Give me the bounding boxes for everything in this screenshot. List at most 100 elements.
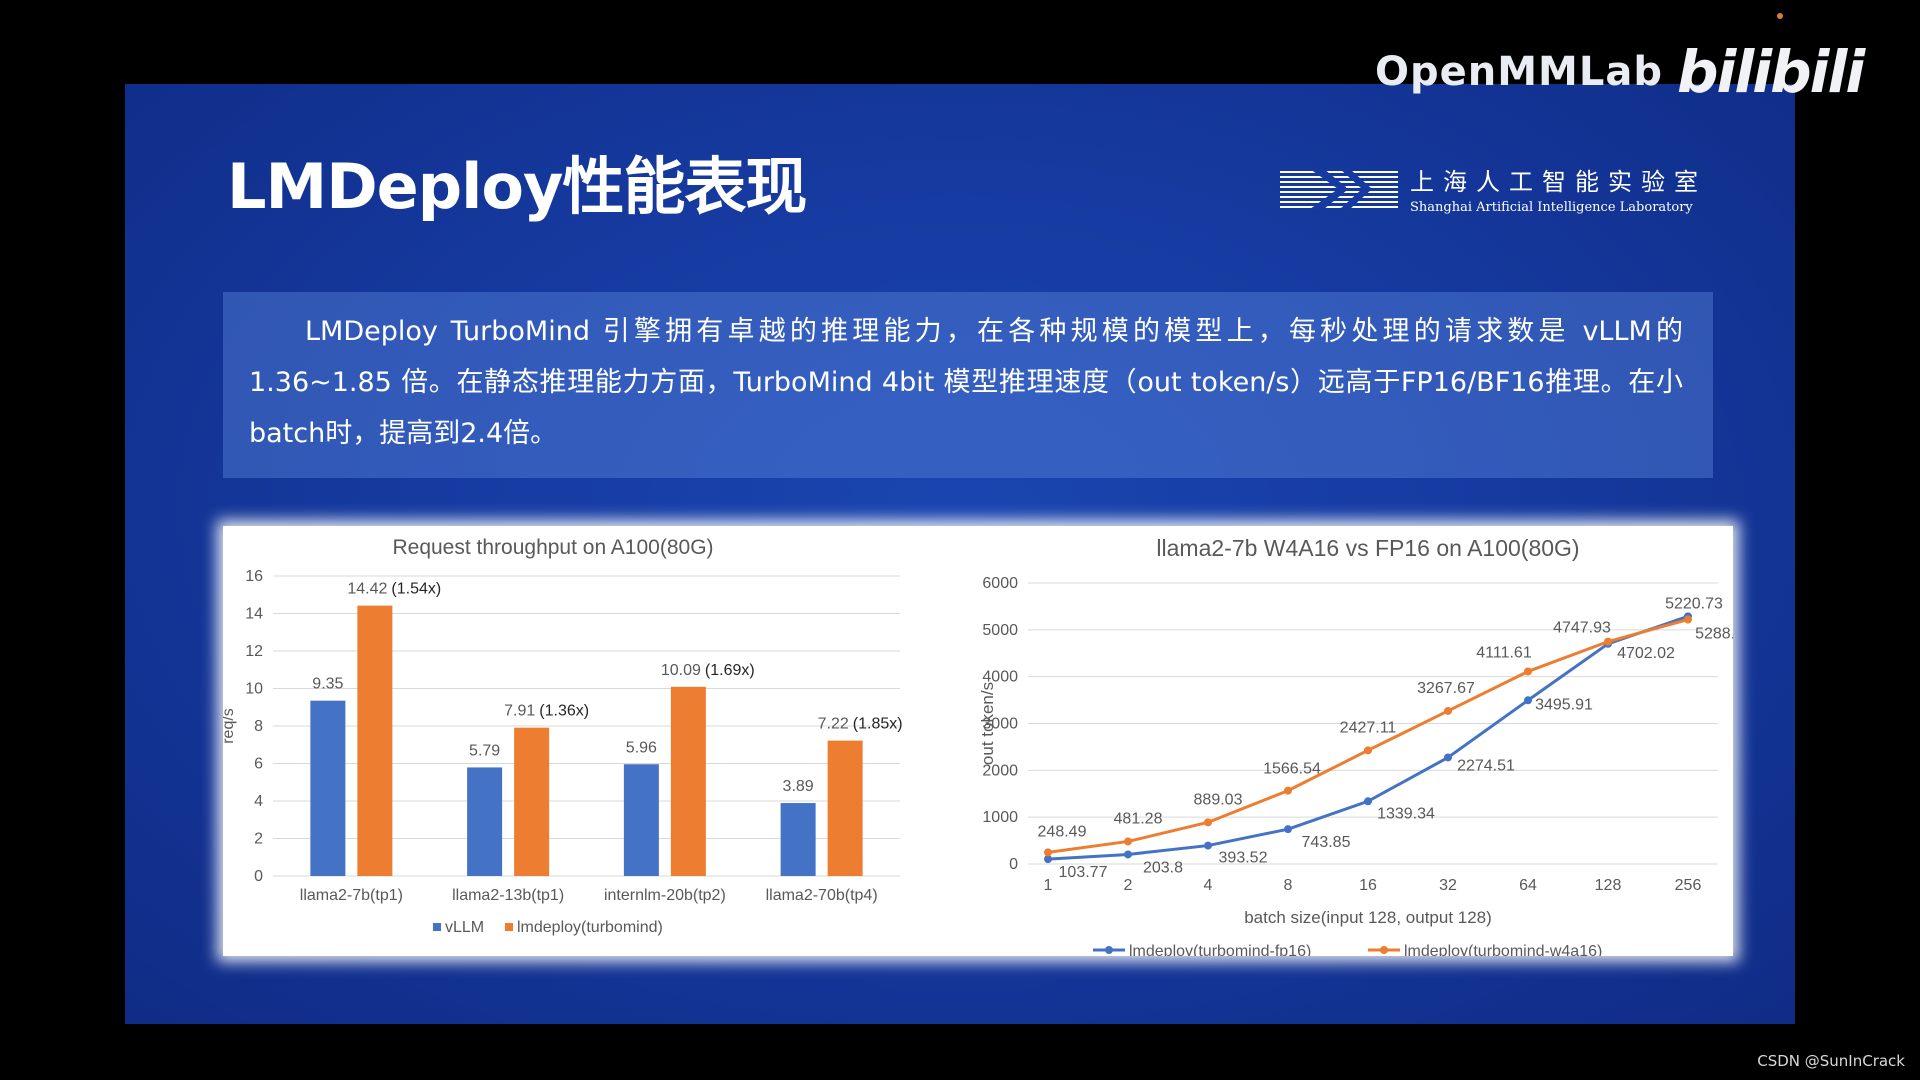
line-x-tick-label: 256 bbox=[1675, 877, 1702, 894]
line-chart-title: llama2-7b W4A16 vs FP16 on A100(80G) bbox=[1156, 535, 1579, 561]
bar-vllm bbox=[780, 803, 816, 876]
line-legend-marker bbox=[1380, 946, 1388, 954]
throughput-bar-chart: Request throughput on A100(80G) 0 2 4 6 8 10 12… bbox=[223, 536, 903, 936]
line-x-axis-label: batch size(input 128, output 128) bbox=[1244, 908, 1492, 927]
bar-data-label: 7.91 (1.36x) bbox=[504, 703, 589, 720]
recording-dot bbox=[1777, 13, 1783, 19]
bar-y-tick-label: 12 bbox=[245, 643, 263, 660]
bar-lmdeploy bbox=[670, 686, 706, 876]
speedup-label: (1.69x) bbox=[705, 662, 755, 679]
shanghai-ai-lab-logo-icon bbox=[1280, 168, 1398, 209]
line-y-tick-label: 6000 bbox=[982, 575, 1018, 592]
line-data-label: 2274.51 bbox=[1457, 757, 1515, 774]
bar-y-tick-label: 16 bbox=[245, 568, 263, 585]
bar-data-label: 5.96 bbox=[626, 739, 657, 756]
bilibili-logo-icon: bilibili bbox=[1676, 38, 1865, 106]
line-y-axis-label: out token/s bbox=[978, 682, 997, 765]
bar-vllm bbox=[310, 700, 346, 876]
bar-data-label: 9.35 bbox=[312, 676, 343, 693]
line-legend-label: lmdeploy(turbomind-fp16) bbox=[1129, 943, 1311, 956]
w4a16-point bbox=[1204, 818, 1212, 827]
fp16-point bbox=[1044, 855, 1052, 864]
line-legend-label: lmdeploy(turbomind-w4a16) bbox=[1404, 943, 1602, 956]
line-y-tick-label: 2000 bbox=[982, 762, 1018, 779]
w4a16-point bbox=[1364, 746, 1372, 755]
bar-legend-label: lmdeploy(turbomind) bbox=[517, 919, 663, 936]
line-data-label: 743.85 bbox=[1302, 834, 1351, 851]
fp16-point bbox=[1524, 696, 1532, 705]
slide-title: LMDeploy性能表现 bbox=[227, 150, 807, 223]
line-data-label: 3495.91 bbox=[1535, 696, 1593, 713]
bar-lmdeploy bbox=[514, 727, 550, 876]
charts-panel: Request throughput on A100(80G) 0 2 4 6 8 10 12… bbox=[223, 526, 1733, 956]
w4a16-point bbox=[1524, 667, 1532, 676]
bar-x-tick-label: llama2-70b(tp4) bbox=[766, 887, 878, 904]
lab-name-en: Shanghai Artificial Intelligence Laborat… bbox=[1410, 200, 1693, 215]
line-x-tick-label: 128 bbox=[1595, 877, 1622, 894]
bar-data-label: 5.79 bbox=[469, 742, 500, 759]
bar-legend-label: vLLM bbox=[445, 919, 484, 936]
w4a16-point bbox=[1044, 848, 1052, 857]
line-data-label: 5220.73 bbox=[1665, 595, 1723, 612]
bar-vllm bbox=[467, 767, 503, 876]
description-box: LMDeploy TurboMind 引擎拥有卓越的推理能力，在各种规模的模型上… bbox=[223, 292, 1713, 478]
line-x-tick-label: 16 bbox=[1359, 877, 1377, 894]
w4a16-point bbox=[1284, 786, 1292, 795]
line-data-label: 4111.61 bbox=[1476, 644, 1532, 661]
line-data-label: 203.8 bbox=[1143, 859, 1183, 876]
bar-y-tick-label: 14 bbox=[245, 606, 263, 623]
bar-x-tick-label: internlm-20b(tp2) bbox=[604, 887, 726, 904]
fp16-point bbox=[1284, 825, 1292, 834]
w4a16-point bbox=[1684, 615, 1692, 624]
bar-chart-title: Request throughput on A100(80G) bbox=[392, 536, 713, 559]
bar-y-tick-label: 2 bbox=[254, 831, 263, 848]
line-y-tick-label: 4000 bbox=[982, 669, 1018, 686]
fp16-point bbox=[1444, 753, 1452, 762]
line-x-tick-label: 2 bbox=[1124, 877, 1133, 894]
line-legend-marker bbox=[1105, 946, 1113, 954]
brand-name: OpenMMLab bbox=[1375, 49, 1663, 95]
speedup-label: (1.36x) bbox=[539, 703, 589, 720]
line-data-label: 2427.11 bbox=[1340, 719, 1397, 736]
bar-data-label: 14.42 (1.54x) bbox=[347, 581, 441, 598]
w4a16-point bbox=[1444, 706, 1452, 715]
bar-y-tick-label: 0 bbox=[254, 868, 263, 885]
w4a16-line-chart: llama2-7b W4A16 vs FP16 on A100(80G) 0 100… bbox=[978, 535, 1733, 956]
bar-data-label: 10.09 (1.69x) bbox=[661, 662, 755, 679]
line-data-label: 889.03 bbox=[1194, 791, 1243, 808]
line-data-label: 5288.55 bbox=[1695, 625, 1733, 642]
w4a16-point bbox=[1124, 837, 1132, 846]
line-data-label: 103.77 bbox=[1059, 864, 1108, 881]
line-data-label: 248.49 bbox=[1038, 823, 1087, 840]
bar-y-tick-label: 10 bbox=[245, 681, 263, 698]
fp16-point bbox=[1204, 841, 1212, 850]
speedup-label: (1.85x) bbox=[853, 716, 903, 733]
bar-y-axis-label: req/s bbox=[223, 708, 237, 744]
line-x-tick-label: 4 bbox=[1204, 877, 1213, 894]
line-x-tick-label: 64 bbox=[1519, 877, 1537, 894]
line-data-label: 481.28 bbox=[1114, 810, 1163, 827]
bar-legend-swatch bbox=[505, 923, 513, 931]
bar-x-tick-label: llama2-7b(tp1) bbox=[300, 887, 403, 904]
credit-text: CSDN @SunInCrack bbox=[1757, 1052, 1905, 1070]
line-data-label: 3267.67 bbox=[1417, 680, 1475, 697]
line-data-label: 4702.02 bbox=[1617, 645, 1675, 662]
bar-data-label: 7.22 (1.85x) bbox=[818, 716, 903, 733]
brand-watermark: OpenMMLab bilibili bbox=[1375, 38, 1865, 106]
bar-lmdeploy bbox=[357, 605, 393, 876]
speedup-label: (1.54x) bbox=[391, 581, 441, 598]
line-data-label: 393.52 bbox=[1219, 850, 1268, 867]
bar-lmdeploy bbox=[827, 740, 863, 876]
bar-vllm bbox=[623, 764, 659, 876]
w4a16-point bbox=[1604, 637, 1612, 646]
line-x-tick-label: 8 bbox=[1284, 877, 1293, 894]
fp16-point bbox=[1124, 850, 1132, 859]
lab-logo-block: 上海人工智能实验室 Shanghai Artificial Intelligen… bbox=[1280, 162, 1707, 215]
line-y-tick-label: 5000 bbox=[982, 622, 1018, 639]
line-y-tick-label: 1000 bbox=[982, 809, 1018, 826]
bar-y-tick-label: 6 bbox=[254, 756, 263, 773]
bar-x-tick-label: llama2-13b(tp1) bbox=[452, 887, 564, 904]
line-y-tick-label: 0 bbox=[1009, 856, 1018, 873]
slide: LMDeploy性能表现 上海人工智能实验室 Shanghai Artifici… bbox=[125, 84, 1795, 1024]
bar-data-label: 3.89 bbox=[783, 778, 814, 795]
